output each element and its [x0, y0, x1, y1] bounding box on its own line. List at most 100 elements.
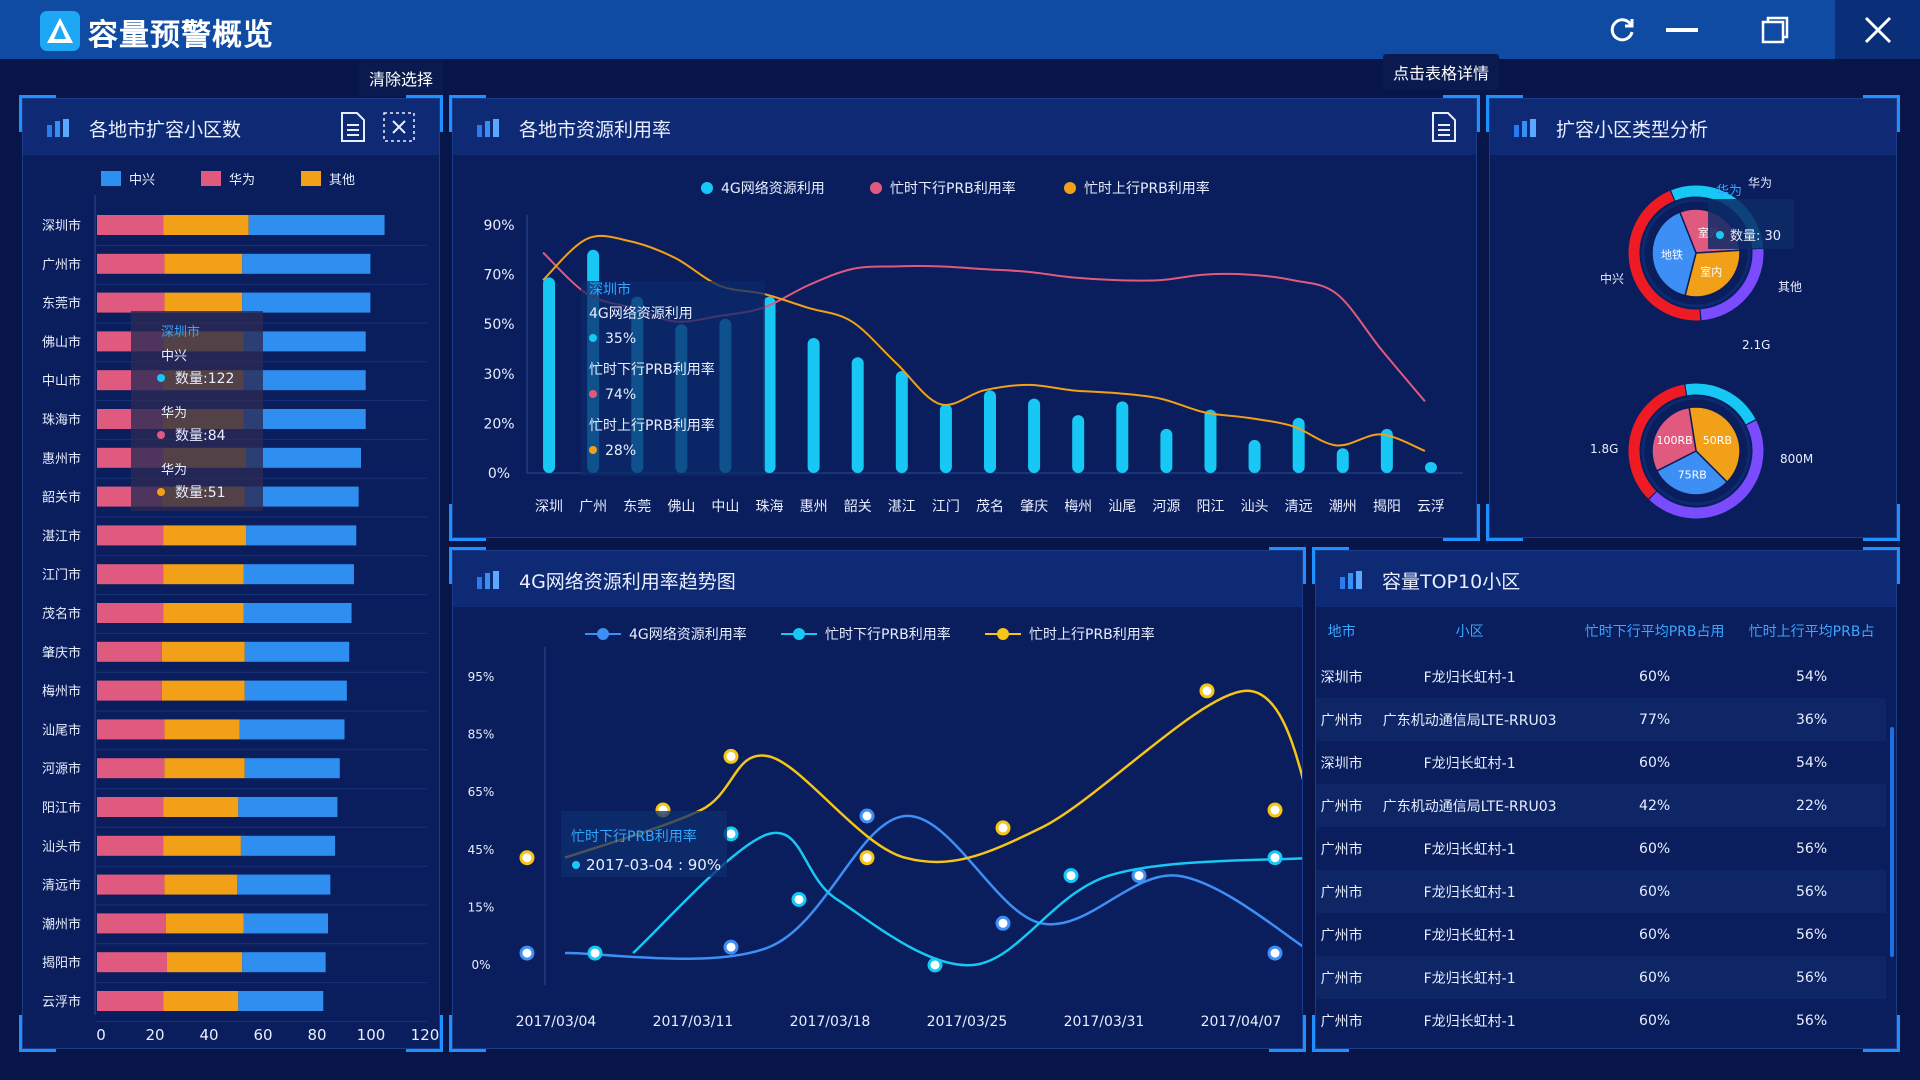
bar-zte — [240, 835, 336, 856]
clear-selection-icon[interactable] — [383, 112, 415, 142]
table-cell: 广州市 — [1320, 841, 1363, 858]
table-cell: 深圳市 — [1320, 755, 1363, 772]
table-row[interactable]: 深圳市 F龙归长虹村-1 60% 54% — [1316, 741, 1886, 784]
y-tick-label: 50% — [483, 317, 514, 333]
bar-zte — [248, 215, 385, 235]
bar-huawei — [97, 797, 164, 817]
x-tick-label: 中山 — [711, 499, 739, 515]
resource-combo-chart: 4G网络资源利用 忙时下行PRB利用率 忙时上行PRB利用率0%20%30%50%7… — [483, 180, 1463, 515]
series-line — [564, 689, 1302, 864]
slice-label: 100RB — [1657, 434, 1693, 447]
top10-table[interactable]: 地市 小区 忙时下行平均PRB占用 忙时上行平均PRB占 深圳市 F龙归长虹村-1 60%… — [1316, 607, 1886, 1042]
column-header[interactable]: 地市 — [1327, 624, 1356, 640]
column-header[interactable]: 忙时上行平均PRB占 — [1748, 624, 1875, 640]
bar-chart-icon — [47, 119, 69, 137]
table-details-tooltip: 点击表格详情 — [1383, 54, 1500, 90]
table-cell: 60% — [1639, 754, 1671, 771]
maximize-button[interactable] — [1740, 0, 1810, 59]
bar-other — [164, 292, 243, 313]
table-cell: F龙归长虹村-1 — [1367, 870, 1573, 913]
table-cell: 深圳市 — [1320, 669, 1363, 686]
table-row[interactable]: 广州市 广东机动通信局LTE-RRU03 77% 36% — [1316, 698, 1886, 741]
bar-zte — [246, 525, 357, 546]
tooltip-value: 2017-03-04 : 90% — [586, 856, 721, 874]
table-row[interactable]: 广州市 F龙归长虹村-1 60% 56% — [1316, 870, 1886, 913]
legend-label: 忙时下行PRB利用率 — [825, 626, 951, 643]
table-row[interactable]: 广州市 F龙归长虹村-1 60% 56% — [1316, 999, 1886, 1042]
tooltip-dot — [157, 431, 165, 439]
slice-label: 75RB — [1678, 469, 1707, 482]
x-tick-label: 茂名 — [976, 498, 1004, 515]
table-row[interactable]: 广州市 F龙归长虹村-1 60% 56% — [1316, 956, 1886, 999]
legend-label: 华为 — [229, 173, 255, 188]
panel-city-expansion: 各地市扩容小区数 中兴 华为 其他 深圳市 广州市 东莞市 佛山市 中山市 珠海市 惠州市 韶关市湛… — [19, 95, 443, 1052]
refresh-button[interactable] — [1587, 0, 1657, 59]
panel-trend: 4G网络资源利用率趋势图 4G网络资源利用率 忙时下行PRB利用率 忙时上行PRB利… — [449, 547, 1306, 1052]
panel-title: 各地市资源利用率 — [519, 119, 672, 141]
column-header[interactable]: 忙时下行平均PRB占用 — [1584, 624, 1725, 640]
table-cell: 56% — [1796, 840, 1828, 857]
table-cell: 54% — [1796, 668, 1828, 685]
x-tick-label: 2017/03/11 — [653, 1014, 734, 1030]
table-row[interactable]: 深圳市 F龙归长虹村-1 60% 54% — [1316, 655, 1886, 698]
table-cell: F龙归长虹村-1 — [1423, 927, 1516, 944]
y-tick-label: 30% — [483, 367, 514, 383]
bar-zte — [242, 292, 371, 313]
table-row[interactable]: 广州市 F龙归长虹村-1 60% 56% — [1316, 913, 1886, 956]
bar-chart-icon — [477, 571, 499, 589]
table-row[interactable]: 广州市 F龙归长虹村-1 60% 56% — [1316, 827, 1886, 870]
ring-segment — [1700, 248, 1764, 321]
x-tick-label: 2017/04/07 — [1201, 1014, 1282, 1030]
table-cell: 广东机动通信局LTE-RRU03 — [1367, 698, 1573, 741]
title-bar: 容量预警概览 — [0, 0, 1920, 59]
minimize-button[interactable] — [1647, 0, 1717, 59]
bar-huawei — [97, 719, 165, 740]
y-tick-label: 中山市 — [42, 373, 81, 389]
legend-swatch — [201, 171, 221, 186]
x-tick-label: 梅州 — [1064, 499, 1092, 515]
clear-selection-tooltip: 清除选择 — [359, 60, 444, 96]
table-cell: 广州市 — [1316, 784, 1368, 827]
y-tick-label: 广州市 — [42, 257, 81, 273]
y-tick-label: 90% — [483, 218, 514, 234]
table-cell: 77% — [1572, 698, 1738, 741]
bar-4g — [1116, 401, 1129, 473]
y-tick-label: 20% — [483, 416, 514, 432]
y-tick-label: 潮州市 — [42, 916, 81, 932]
table-row[interactable]: 广州市 广东机动通信局LTE-RRU03 42% 22% — [1316, 784, 1886, 827]
column-header[interactable]: 小区 — [1455, 624, 1484, 640]
table-cell: 广州市 — [1316, 956, 1368, 999]
series-line — [564, 814, 1302, 961]
legend-label: 中兴 — [129, 173, 155, 188]
bar-huawei — [97, 835, 164, 856]
bar-other — [164, 758, 245, 779]
x-tick-label: 佛山 — [667, 499, 695, 515]
bar-4g — [1204, 409, 1217, 473]
bar-zte — [244, 758, 340, 779]
tooltip-title: 深圳市 — [589, 281, 631, 298]
table-details-icon[interactable] — [1429, 111, 1459, 143]
bar-other — [163, 991, 239, 1011]
x-tick-label: 2017/03/31 — [1064, 1014, 1145, 1030]
x-tick-label: 2017/03/04 — [516, 1014, 597, 1030]
pie-slice — [1655, 450, 1729, 496]
ring-label: 800M — [1780, 452, 1813, 466]
panel-top10: 容量TOP10小区 地市 小区 忙时下行平均PRB占用 忙时上行平均PRB占 深圳市 F… — [1312, 547, 1900, 1052]
bar-zte — [243, 913, 328, 934]
series-point — [859, 808, 875, 824]
y-tick-label: 珠海市 — [42, 412, 81, 428]
table-scrollbar[interactable] — [1890, 727, 1894, 957]
tooltip-box — [561, 811, 727, 877]
y-tick-label: 95% — [468, 670, 495, 684]
y-tick-label: 河源市 — [42, 761, 81, 777]
close-button[interactable] — [1835, 0, 1920, 59]
x-tick-label: 珠海 — [756, 499, 784, 515]
tooltip-label: 华为 — [161, 463, 187, 478]
bar-other — [161, 680, 245, 701]
export-document-icon[interactable] — [338, 111, 368, 143]
bar-huawei — [97, 603, 164, 623]
panel-title: 各地市扩容小区数 — [89, 119, 242, 141]
bar-zte — [243, 603, 352, 623]
table-cell: 22% — [1737, 784, 1886, 827]
bar-zte — [242, 253, 371, 274]
